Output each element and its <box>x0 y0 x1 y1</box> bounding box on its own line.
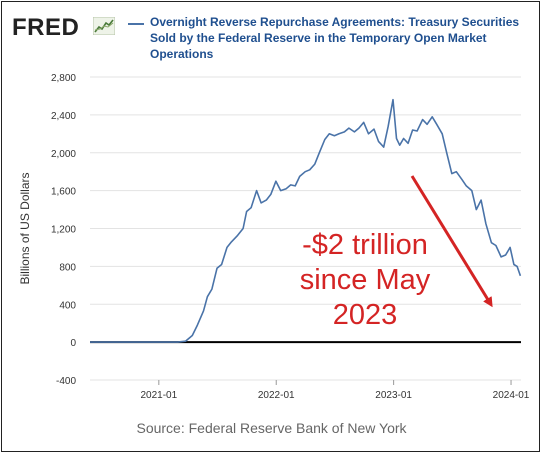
y-tick-label: 2,000 <box>51 149 76 160</box>
chart-header: FRED Overnight Reverse Repurchase Agreem… <box>12 12 532 72</box>
legend-swatch <box>128 23 144 25</box>
y-tick-label: 2,800 <box>51 73 76 84</box>
y-tick-label: 1,600 <box>51 187 76 198</box>
annotation-line: -$2 trillion <box>302 229 428 261</box>
y-axis-ticks: -400 0 400 800 1,200 1,600 2,000 2,400 2,800 <box>51 73 76 387</box>
annotation-line: since May <box>300 264 431 296</box>
x-tick-label: 2023-01 <box>375 390 412 401</box>
fred-logo[interactable]: FRED <box>12 14 124 41</box>
annotation-arrow <box>410 175 493 308</box>
fred-chart-logo-icon <box>93 17 115 35</box>
y-tick-label: 2,400 <box>51 111 76 122</box>
y-tick-label: 800 <box>59 262 76 273</box>
chart-title[interactable]: Overnight Reverse Repurchase Agreements:… <box>150 15 520 61</box>
x-tick-label: 2022-01 <box>258 390 295 401</box>
y-tick-label: 400 <box>59 300 76 311</box>
y-tick-label: 0 <box>70 338 76 349</box>
source-note: Source: Federal Reserve Bank of New York <box>136 420 407 436</box>
x-tick-label: 2021-01 <box>140 390 177 401</box>
series-line[interactable] <box>90 98 522 343</box>
logo-text: FRED <box>12 14 80 41</box>
annotation-line: 2023 <box>333 299 398 331</box>
y-tick-label: 1,200 <box>51 225 76 236</box>
x-tick-label: 2024-01 <box>493 390 530 401</box>
y-tick-label: -400 <box>56 376 76 387</box>
x-axis-ticks: 2021-01 2022-01 2023-01 2024-01 <box>140 380 530 401</box>
y-axis-label: Billions of US Dollars <box>18 172 32 284</box>
